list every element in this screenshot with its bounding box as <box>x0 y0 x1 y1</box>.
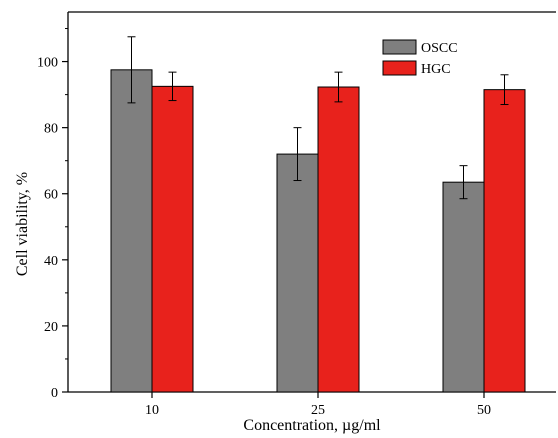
legend-swatch-hgc <box>382 60 417 76</box>
error-bars <box>127 36 509 200</box>
legend-label-oscc: OSCC <box>421 41 458 56</box>
x-tick-label: 25 <box>311 403 325 418</box>
legend-swatch-oscc <box>382 39 417 55</box>
bar-hgc <box>317 86 360 393</box>
y-tick-label: 60 <box>44 188 58 203</box>
bar-hgc <box>151 85 194 393</box>
ticks: 0 20 40 60 80 100 10 25 50 <box>37 28 491 418</box>
x-axis-label: Concentration, µg/ml <box>243 417 381 434</box>
bar-oscc <box>276 153 319 393</box>
x-tick-label: 50 <box>477 403 491 418</box>
y-tick-label: 20 <box>44 320 58 335</box>
bar-oscc <box>110 69 153 393</box>
bar-oscc <box>442 181 485 393</box>
y-axis-label: Cell viability, % <box>14 172 31 276</box>
y-tick-label: 40 <box>44 254 58 269</box>
legend: OSCC HGC <box>382 39 458 77</box>
bar-hgc <box>483 89 526 393</box>
y-tick-label: 80 <box>44 122 58 137</box>
y-tick-label: 100 <box>37 56 58 71</box>
bars <box>110 69 526 393</box>
x-tick-label: 10 <box>145 403 159 418</box>
y-tick-label: 0 <box>51 386 58 401</box>
legend-label-hgc: HGC <box>421 62 451 77</box>
